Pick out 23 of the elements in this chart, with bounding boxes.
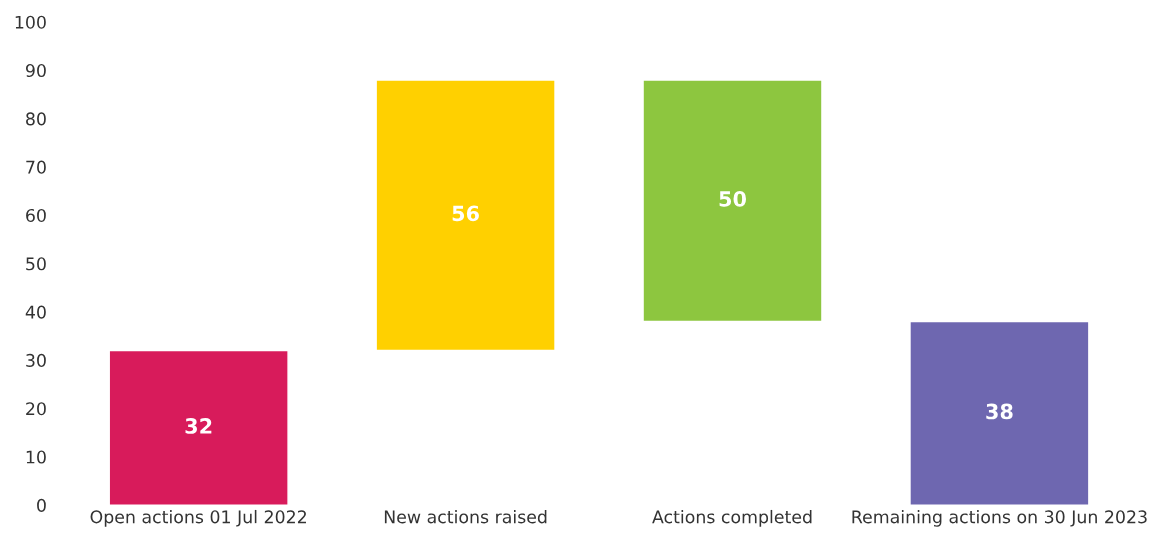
x-tick-label: Actions completed — [652, 509, 812, 527]
x-tick-label: Remaining actions on 30 Jun 2023 — [852, 509, 1147, 527]
x-tick-label: Open actions 01 Jul 2022 — [90, 509, 306, 527]
y-tick-label: 10 — [26, 450, 46, 464]
bar — [108, 349, 289, 506]
y-tick-label: 100 — [15, 15, 46, 29]
bar — [642, 79, 823, 323]
y-tick-label: 70 — [26, 160, 46, 174]
y-tick-label: 20 — [26, 402, 46, 416]
y-tick-label: 30 — [26, 353, 46, 367]
y-tick-label: 40 — [25, 305, 46, 319]
y-tick-label: 60 — [26, 208, 46, 223]
bar — [375, 79, 556, 352]
y-tick-label: 0 — [37, 498, 46, 512]
y-tick-label: 80 — [26, 112, 46, 126]
y-tick-label: 50 — [26, 257, 46, 271]
bar — [909, 320, 1090, 506]
y-tick-label: 90 — [25, 63, 46, 78]
data-label: 56 — [452, 205, 479, 222]
data-label: 50 — [719, 191, 746, 207]
data-label: 32 — [185, 418, 212, 434]
x-tick-label: New actions raised — [384, 509, 547, 524]
data-label: 38 — [986, 403, 1013, 420]
